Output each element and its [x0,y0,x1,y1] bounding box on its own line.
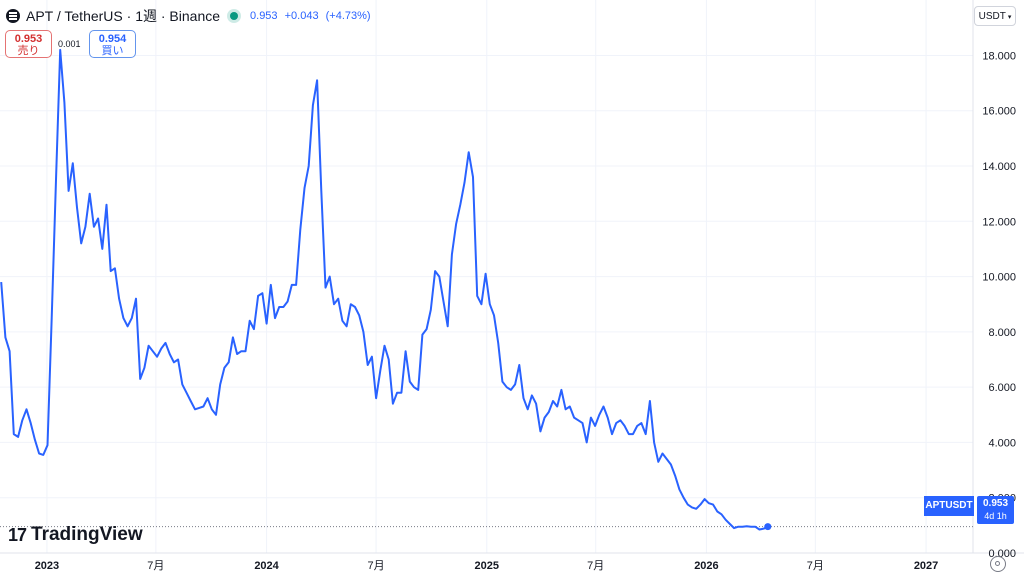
time-tick-label: 2024 [254,560,279,572]
time-tick-label: 2027 [914,560,938,572]
price-tick-label: 18.000 [982,50,1016,62]
aptos-logo-icon [6,9,20,23]
brand-name: TradingView [31,524,143,545]
buy-price: 0.954 [98,33,127,45]
price-tick-label: 14.000 [982,161,1016,173]
settings-icon[interactable] [990,556,1006,572]
currency-label: USDT [978,11,1006,22]
buy-button[interactable]: 0.954 買い [89,30,136,58]
bar-countdown: 4d 1h [984,511,1007,521]
last-price-value: 0.953 [982,498,1009,509]
price-tick-label: 16.000 [982,106,1016,118]
currency-selector[interactable]: USDT ▾ [974,6,1016,26]
time-axis: 2023 7月 2024 7月 2025 7月 2026 7月 2027 [35,560,939,572]
price-series-line [0,48,769,531]
symbol-price-tag: APTUSDT [924,496,974,516]
price-tick-label: 12.000 [982,216,1016,228]
price-tick-label: 10.000 [982,272,1016,284]
time-tick-label: 2026 [694,560,718,572]
symbol-header: APT / TetherUS · 1週 · Binance 0.953 +0.0… [6,6,375,26]
buy-label: 買い [101,45,124,57]
price-tick-label: 8.000 [988,327,1016,339]
symbol-title[interactable]: APT / TetherUS · 1週 · Binance [26,8,221,24]
price-axis: 0.0002.0004.0006.0008.00010.00012.00014.… [982,50,1016,560]
sell-price: 0.953 [14,33,43,45]
tradingview-mark-icon: 17 [8,524,27,545]
chevron-down-icon: ▾ [1007,14,1012,21]
last-price-tag: 0.953 4d 1h [977,496,1014,524]
price-tick-label: 4.000 [988,437,1016,449]
market-status-icon [230,12,239,20]
last-price-marker [764,523,772,531]
time-tick-label: 7月 [587,560,604,572]
price-tick-label: 6.000 [988,382,1016,394]
current-price: 0.953 [250,10,278,22]
tradingview-logo[interactable]: 17 TradingView [8,524,143,546]
sell-label: 売り [17,45,40,57]
time-tick-label: 2025 [475,560,499,572]
spread-value: 0.001 [58,39,81,49]
time-tick-label: 7月 [807,560,824,572]
sell-button[interactable]: 0.953 売り [5,30,52,58]
time-tick-label: 7月 [147,560,164,572]
price-change: +0.043 [284,10,319,22]
price-quote: 0.953 +0.043 (+4.73%) [250,10,375,22]
time-tick-label: 2023 [35,560,59,572]
price-change-percent: (+4.73%) [325,10,371,22]
time-tick-label: 7月 [368,560,385,572]
